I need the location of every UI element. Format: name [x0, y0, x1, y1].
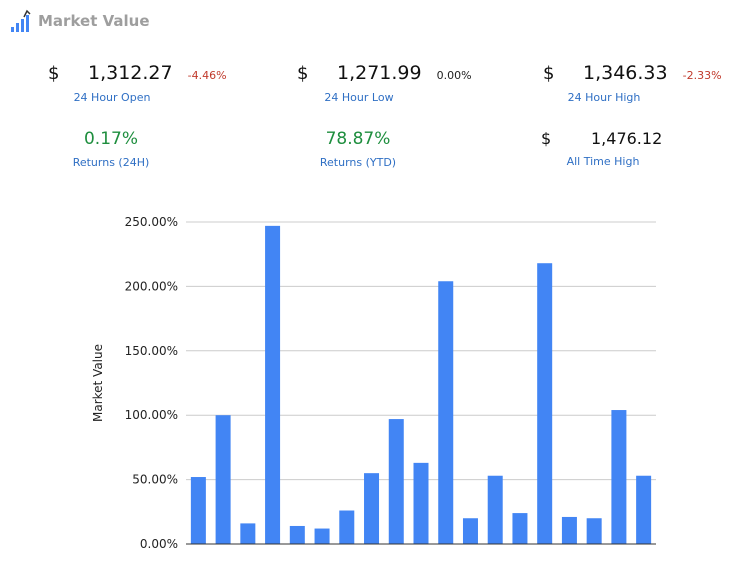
bar [586, 518, 602, 544]
y-tick-label: 100.00% [125, 408, 178, 422]
bar [438, 281, 454, 544]
stat-change: -4.46% [187, 69, 227, 82]
stat-change: 0.00% [436, 69, 472, 82]
bar [512, 513, 528, 544]
bar [462, 518, 478, 544]
stat-value: 1,312.27 [88, 62, 173, 84]
stat-value: 0.17% [83, 129, 138, 149]
bar [215, 415, 231, 544]
y-tick-label: 0.00% [140, 537, 178, 551]
chart-logo-icon [11, 9, 31, 32]
header: Market Value [10, 6, 150, 36]
stat-label: All Time High [566, 155, 640, 168]
bar [265, 225, 281, 544]
y-axis-label: Market Value [91, 344, 105, 422]
currency-symbol: $ [297, 63, 309, 84]
y-tick-label: 150.00% [125, 344, 178, 358]
stat-24h-open: $ 1,312.27 -4.46% 24 Hour Open [48, 62, 228, 104]
currency-symbol: $ [541, 129, 552, 148]
y-tick-label: 50.00% [132, 473, 178, 487]
stat-returns-24h: 0.17% Returns (24H) [61, 129, 161, 169]
currency-symbol: $ [48, 63, 60, 84]
bar [611, 410, 627, 544]
stat-returns-ytd: 78.87% Returns (YTD) [308, 129, 408, 169]
stat-24h-low: $ 1,271.99 0.00% 24 Hour Low [297, 62, 477, 104]
bar [190, 477, 206, 544]
stat-change: -2.33% [682, 69, 722, 82]
page-title: Market Value [38, 12, 150, 30]
stat-value: 1,346.33 [583, 62, 668, 84]
stat-value: 1,271.99 [337, 62, 422, 84]
bar [413, 462, 429, 544]
bar [487, 475, 503, 544]
bar [289, 525, 305, 544]
stat-label: 24 Hour High [567, 91, 641, 104]
stat-label: 24 Hour Open [73, 91, 151, 104]
bar [537, 263, 553, 544]
bar [339, 510, 355, 544]
y-tick-label: 200.00% [125, 279, 178, 293]
stat-value: 1,476.12 [591, 129, 663, 148]
y-tick-label: 250.00% [125, 215, 178, 229]
stat-label: 24 Hour Low [324, 91, 394, 104]
stat-label: Returns (YTD) [319, 156, 397, 169]
bar [314, 528, 330, 544]
stat-24h-high: $ 1,346.33 -2.33% 24 Hour High [543, 62, 723, 104]
bar [636, 475, 652, 544]
bar [364, 473, 380, 544]
stat-label: Returns (24H) [72, 156, 150, 169]
bar [561, 516, 577, 544]
stat-all-time-high: $ 1,476.12 All Time High [541, 129, 701, 168]
stat-value: 78.87% [325, 129, 391, 149]
bar [388, 419, 404, 544]
currency-symbol: $ [543, 63, 555, 84]
bar [240, 523, 256, 544]
